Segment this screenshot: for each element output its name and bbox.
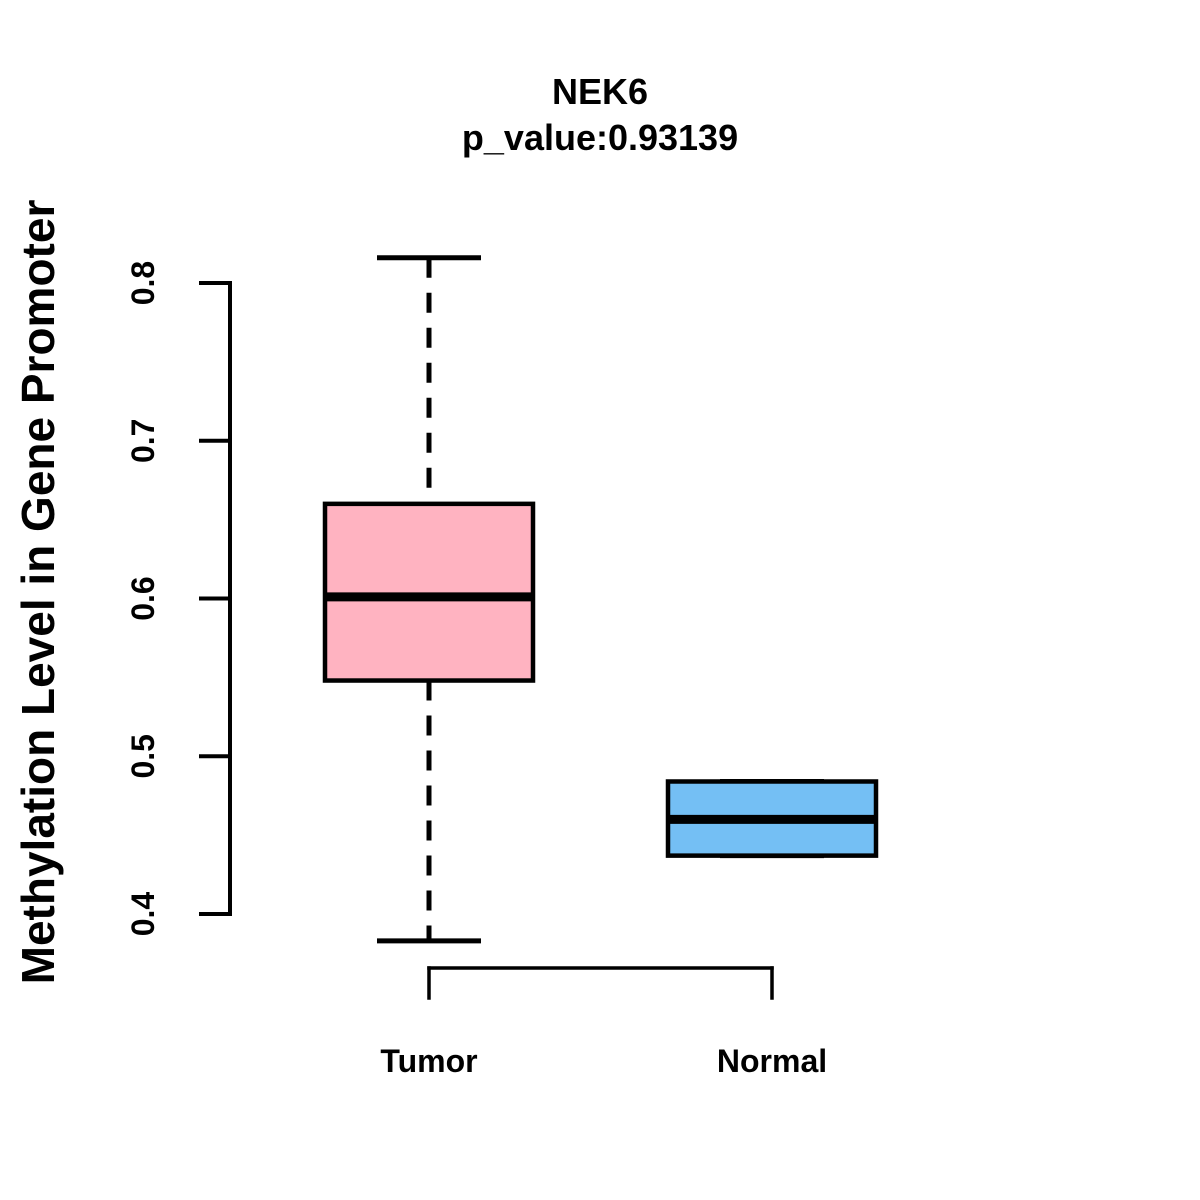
y-axis-tick-label: 0.7 xyxy=(125,419,161,463)
chart-title: NEK6 xyxy=(552,71,648,112)
y-axis-tick-label: 0.8 xyxy=(125,261,161,305)
x-axis-bracket xyxy=(427,966,774,1000)
chart-subtitle-pvalue: p_value:0.93139 xyxy=(462,117,738,158)
y-axis-tick-label: 0.4 xyxy=(125,892,161,937)
y-axis: 0.4 0.5 0.6 0.7 0.8 xyxy=(125,261,232,937)
y-axis-tick-label: 0.6 xyxy=(125,576,161,620)
boxplot-series-group xyxy=(322,255,879,944)
y-axis-label: Methylation Level in Gene Promoter xyxy=(12,200,64,985)
x-tick-label-normal: Normal xyxy=(717,1043,827,1079)
chart-title-group: NEK6 p_value:0.93139 xyxy=(462,71,738,158)
box-tumor xyxy=(322,501,536,683)
y-axis-tick-label: 0.5 xyxy=(125,734,161,778)
x-tick-label-tumor: Tumor xyxy=(380,1043,477,1079)
